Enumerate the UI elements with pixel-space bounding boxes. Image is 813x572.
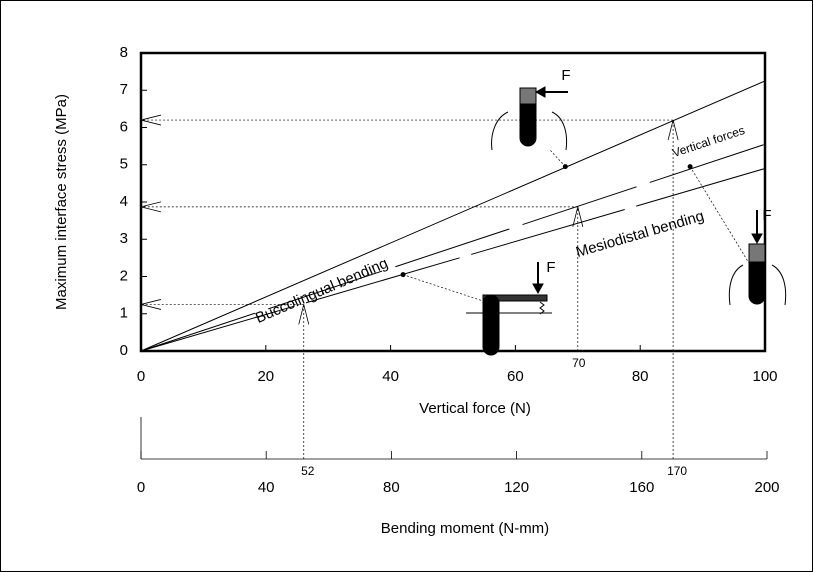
tooth-icon-buccolingual [491, 86, 568, 151]
x-tick-label: 100 [752, 368, 777, 385]
force-label: F [561, 67, 570, 84]
series-label: Buccolingual bending [253, 255, 391, 327]
x2-tick-label: 160 [629, 479, 654, 496]
x2-axis-label: Bending moment (N-mm) [381, 520, 549, 537]
x-axis-label: Vertical force (N) [419, 400, 531, 417]
y-tick-label: 7 [120, 81, 128, 98]
y-tick-label: 3 [120, 230, 128, 247]
guide-label: 70 [572, 356, 586, 370]
x-tick-label: 60 [507, 368, 524, 385]
y-tick-label: 2 [120, 267, 128, 284]
x2-tick-label: 120 [504, 479, 529, 496]
force-label: F [762, 207, 771, 224]
force-label: F [546, 259, 555, 276]
y-tick-label: 4 [120, 193, 128, 210]
x-tick-label: 0 [137, 368, 145, 385]
x2-tick-label: 40 [258, 479, 275, 496]
y-axis-label: Maximum interface stress (MPa) [53, 94, 70, 310]
y-tick-label: 5 [120, 156, 128, 173]
y-tick-label: 1 [120, 305, 128, 322]
x2-tick-label: 200 [754, 479, 779, 496]
x-tick-label: 80 [632, 368, 649, 385]
x2-tick-label: 0 [137, 479, 145, 496]
plot-frame [139, 51, 767, 353]
tooth-icon-vertical [728, 210, 787, 306]
y-tick-label: 8 [120, 44, 128, 61]
x2-tick-label: 80 [383, 479, 400, 496]
guide-label: 170 [667, 464, 687, 478]
guide-arrowhead-left [140, 299, 162, 310]
leader-line [402, 274, 487, 303]
series-line [140, 167, 766, 352]
y-tick-label: 6 [120, 118, 128, 135]
x-tick-label: 40 [382, 368, 399, 385]
leader-line [549, 149, 566, 167]
x-tick-label: 20 [257, 368, 274, 385]
series-label: Mesiodistal bending [574, 207, 706, 261]
guide-label: 52 [301, 464, 315, 478]
series-line [140, 80, 766, 352]
y-tick-label: 0 [120, 342, 128, 359]
guide-arrowhead-left [140, 114, 162, 126]
series-line [140, 143, 766, 352]
tooth-icon-mesiodistal [466, 262, 552, 356]
guide-arrowhead-left [140, 201, 162, 213]
